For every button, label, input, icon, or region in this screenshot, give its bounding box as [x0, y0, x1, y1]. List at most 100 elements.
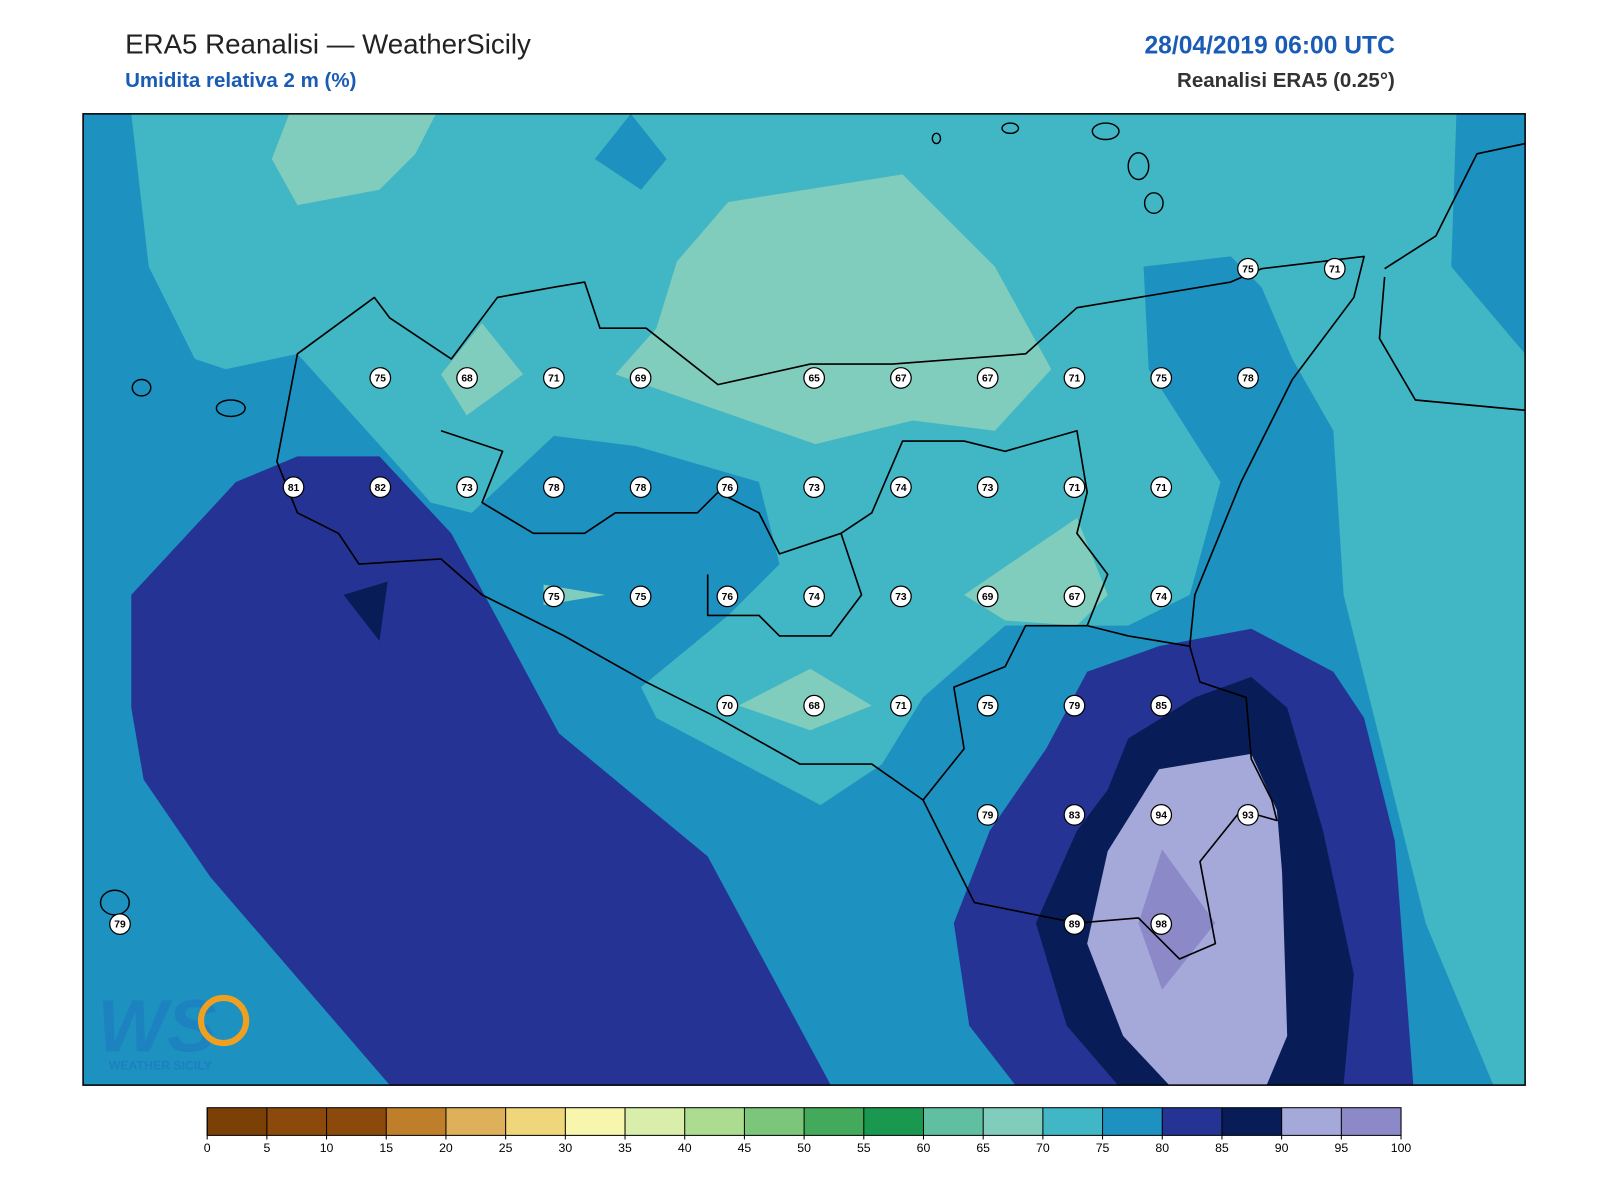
- station-marker: [542, 476, 565, 499]
- colorbar-segment: [1341, 1107, 1402, 1136]
- station-value: 73: [461, 483, 473, 494]
- humidity-area: [441, 323, 524, 416]
- station-value: 79: [1069, 701, 1081, 712]
- station-marker: [1063, 585, 1086, 608]
- station-value: 71: [1329, 264, 1341, 275]
- colorbar-tick-label: 80: [1155, 1141, 1169, 1155]
- station-marker: [629, 585, 652, 608]
- station-marker: [1063, 694, 1086, 717]
- colorbar-segment: [744, 1107, 805, 1136]
- island: [215, 399, 246, 418]
- colorbar-segment: [1102, 1107, 1163, 1136]
- station-value: 75: [982, 701, 994, 712]
- colorbar-segment: [1162, 1107, 1222, 1136]
- station-value: 75: [1242, 264, 1254, 275]
- station-marker: [976, 694, 999, 717]
- colorbar-tick-label: 95: [1334, 1141, 1348, 1155]
- humidity-area: [594, 113, 667, 190]
- colorbar-tick-label: 55: [857, 1141, 871, 1155]
- colorbar-segment: [207, 1107, 267, 1136]
- logo-sun: [197, 994, 250, 1047]
- station-marker: [803, 585, 826, 608]
- station-marker: [282, 476, 305, 499]
- colorbar-tick-label: 25: [499, 1141, 513, 1155]
- island: [1127, 152, 1150, 181]
- station-marker: [716, 476, 739, 499]
- station-marker: [1063, 913, 1086, 935]
- colorbar-segment: [1281, 1107, 1342, 1136]
- humidity-area: [615, 174, 1052, 445]
- station-marker: [1237, 257, 1259, 280]
- station-marker: [1150, 803, 1173, 826]
- station-marker: [542, 585, 565, 608]
- logo: WS WEATHER SICILY: [97, 984, 250, 1073]
- station-marker: [1237, 803, 1259, 826]
- station-value: 75: [548, 592, 560, 603]
- colorbar-segment: [445, 1107, 506, 1136]
- station-value: 94: [1156, 810, 1168, 821]
- station-value: 71: [895, 701, 907, 712]
- station-marker: [803, 367, 826, 389]
- colorbar-segment: [505, 1107, 566, 1136]
- colorbar-tick-label: 20: [439, 1141, 453, 1155]
- station-value: 83: [1069, 810, 1081, 821]
- station-value: 69: [982, 592, 994, 603]
- station-marker: [109, 913, 131, 935]
- station-value: 70: [722, 701, 734, 712]
- station-marker: [1323, 257, 1346, 280]
- station-value: 74: [1156, 592, 1168, 603]
- colorbar-tick-label: 40: [678, 1141, 692, 1155]
- station-value: 68: [461, 374, 473, 385]
- station-value: 73: [808, 483, 820, 494]
- subtitle: Umidita relativa 2 m (%): [125, 69, 356, 92]
- station-value: 69: [635, 374, 647, 385]
- logo-mark: WS: [97, 984, 216, 1067]
- station-value: 79: [114, 920, 126, 931]
- station-marker: [803, 694, 826, 717]
- island: [931, 132, 942, 145]
- station-value: 75: [1156, 374, 1168, 385]
- island: [1143, 192, 1164, 215]
- colorbar-segment: [625, 1107, 685, 1136]
- coastline: [276, 255, 1365, 960]
- colorbar-segment: [983, 1107, 1043, 1136]
- station-marker: [716, 694, 739, 717]
- station-value: 81: [288, 483, 300, 494]
- colorbar-tick-label: 100: [1391, 1141, 1412, 1155]
- station-marker: [1063, 803, 1086, 826]
- colorbar-tick-label: 70: [1036, 1141, 1050, 1155]
- colorbar-segment: [1221, 1107, 1282, 1136]
- station-marker: [369, 476, 392, 499]
- station-value: 78: [548, 483, 560, 494]
- colorbar-segment: [863, 1107, 924, 1136]
- station-value: 71: [1156, 483, 1168, 494]
- colorbar-tick-label: 30: [558, 1141, 572, 1155]
- station-marker: [890, 694, 912, 717]
- colorbar-tick-label: 85: [1215, 1141, 1229, 1155]
- colorbar-tick-label: 65: [976, 1141, 990, 1155]
- station-marker: [1237, 367, 1259, 389]
- station-value: 98: [1156, 920, 1168, 931]
- station-value: 82: [375, 483, 387, 494]
- station-value: 89: [1069, 920, 1081, 931]
- station-value: 71: [548, 374, 560, 385]
- humidity-area: [131, 456, 831, 1086]
- station-marker: [976, 476, 999, 499]
- date: 28/04/2019 06:00 UTC: [1144, 32, 1395, 59]
- station-value: 76: [722, 592, 734, 603]
- station-value: 68: [808, 701, 820, 712]
- colorbar-segment: [804, 1107, 864, 1136]
- station-value: 71: [1069, 483, 1081, 494]
- station-marker: [976, 367, 999, 389]
- colorbar-tick-label: 50: [797, 1141, 811, 1155]
- station-marker: [890, 585, 912, 608]
- station-value: 85: [1156, 701, 1168, 712]
- station-marker: [803, 476, 826, 499]
- station-marker: [976, 585, 999, 608]
- colorbar-segment: [923, 1107, 984, 1136]
- colorbar-tick-label: 5: [263, 1141, 270, 1155]
- colorbar-segment: [326, 1107, 387, 1136]
- station-marker: [890, 367, 912, 389]
- title: ERA5 Reanalisi — WeatherSicily: [125, 28, 531, 59]
